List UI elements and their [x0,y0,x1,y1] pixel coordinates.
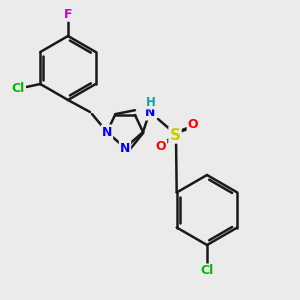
Text: Cl: Cl [12,82,25,94]
Text: H: H [146,95,156,109]
Text: O: O [156,140,166,154]
Text: S: S [169,128,181,142]
Text: F: F [64,8,72,20]
Text: N: N [102,125,112,139]
Text: Cl: Cl [200,265,214,278]
Text: N: N [120,142,130,154]
Text: N: N [145,106,155,119]
Text: O: O [188,118,198,131]
